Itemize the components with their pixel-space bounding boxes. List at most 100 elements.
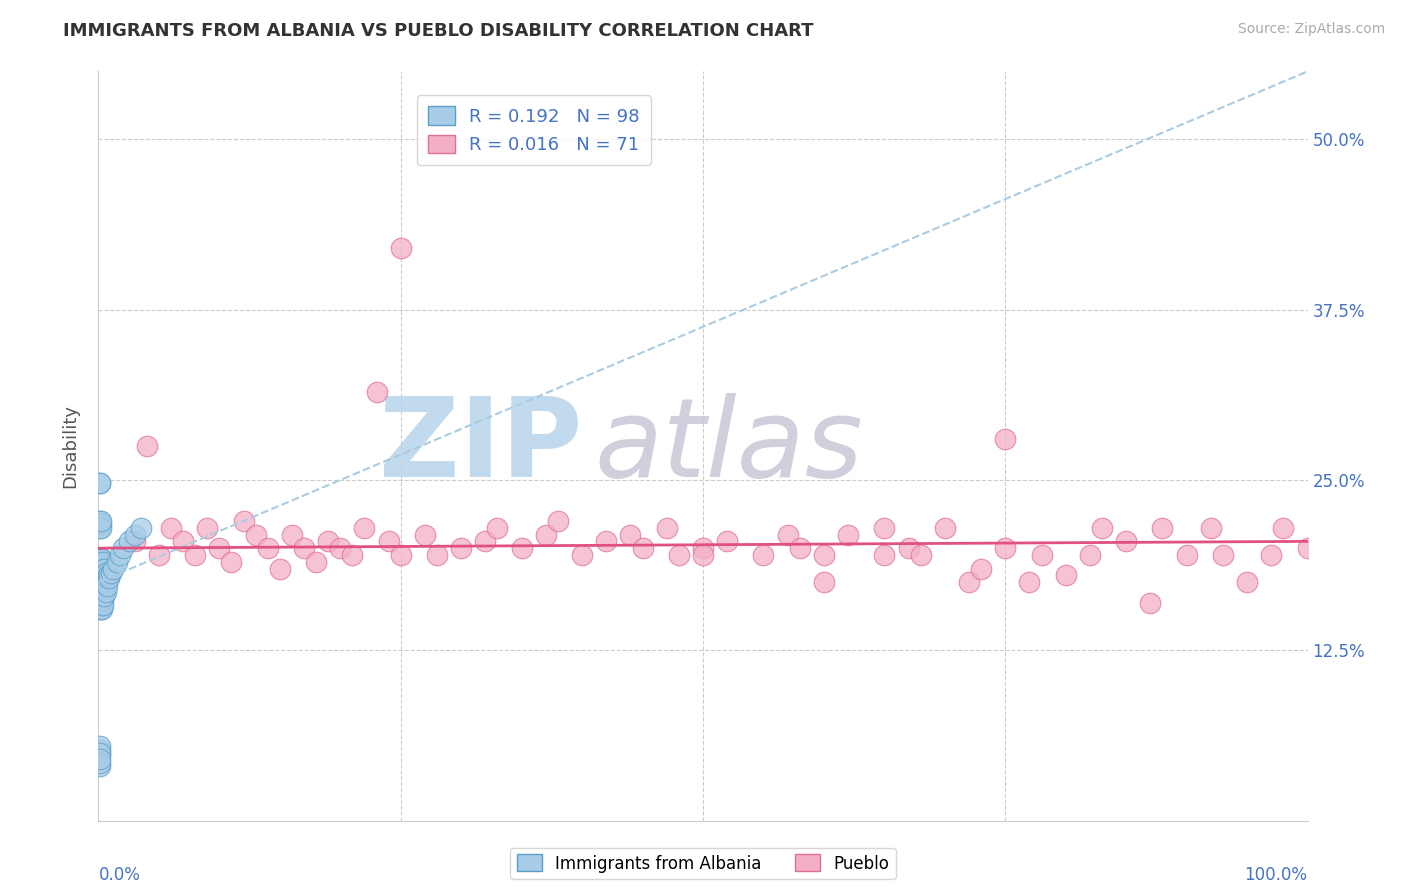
Text: 100.0%: 100.0% xyxy=(1244,865,1308,884)
Point xyxy=(89,514,111,528)
Point xyxy=(897,541,920,556)
Text: Source: ZipAtlas.com: Source: ZipAtlas.com xyxy=(1237,22,1385,37)
Point xyxy=(89,584,111,599)
Point xyxy=(90,596,112,610)
Point xyxy=(957,575,980,590)
Point xyxy=(91,568,114,582)
Point xyxy=(91,599,114,613)
Point xyxy=(1199,521,1222,535)
Point xyxy=(89,571,111,585)
Point xyxy=(269,561,291,575)
Point xyxy=(89,599,111,613)
Point xyxy=(90,599,112,613)
Point xyxy=(90,575,112,590)
Point xyxy=(90,568,112,582)
Point xyxy=(692,541,714,556)
Point xyxy=(89,746,111,760)
Point xyxy=(90,563,112,577)
Point xyxy=(1031,548,1053,562)
Point xyxy=(1212,548,1234,562)
Point xyxy=(91,593,114,607)
Point xyxy=(97,568,120,582)
Point xyxy=(534,527,557,541)
Point xyxy=(89,576,111,591)
Point xyxy=(90,583,112,598)
Point xyxy=(160,521,183,535)
Point xyxy=(90,514,112,528)
Point xyxy=(94,566,117,580)
Point xyxy=(329,541,352,556)
Point xyxy=(90,589,112,603)
Point xyxy=(377,534,399,549)
Point xyxy=(195,521,218,535)
Point xyxy=(595,534,617,549)
Point xyxy=(93,561,115,575)
Point xyxy=(108,548,131,562)
Point xyxy=(89,591,111,606)
Point xyxy=(89,555,111,569)
Text: ZIP: ZIP xyxy=(378,392,582,500)
Point xyxy=(89,575,111,590)
Point xyxy=(91,579,114,593)
Point xyxy=(716,534,738,549)
Text: atlas: atlas xyxy=(595,392,863,500)
Point xyxy=(105,555,128,569)
Point xyxy=(91,593,114,607)
Point xyxy=(89,521,111,535)
Point xyxy=(89,739,111,753)
Point xyxy=(873,548,896,562)
Point xyxy=(305,555,328,569)
Point xyxy=(91,571,114,585)
Point xyxy=(910,548,932,562)
Point xyxy=(94,584,117,599)
Point xyxy=(91,561,114,575)
Point xyxy=(91,589,114,603)
Point xyxy=(100,566,122,580)
Point xyxy=(94,575,117,590)
Point xyxy=(90,516,112,531)
Point xyxy=(96,571,118,585)
Point xyxy=(89,552,111,566)
Point xyxy=(91,599,114,613)
Text: IMMIGRANTS FROM ALBANIA VS PUEBLO DISABILITY CORRELATION CHART: IMMIGRANTS FROM ALBANIA VS PUEBLO DISABI… xyxy=(63,22,814,40)
Point xyxy=(89,589,111,603)
Point xyxy=(93,589,115,603)
Point xyxy=(1115,534,1137,549)
Point xyxy=(91,561,114,575)
Point xyxy=(413,527,436,541)
Point xyxy=(510,541,533,556)
Point xyxy=(91,579,114,593)
Point xyxy=(752,548,775,562)
Point xyxy=(232,514,254,528)
Point xyxy=(90,593,112,607)
Point xyxy=(90,566,112,580)
Point xyxy=(89,756,111,771)
Point xyxy=(91,602,114,616)
Point xyxy=(1054,568,1077,582)
Point xyxy=(208,541,231,556)
Point xyxy=(474,534,496,549)
Point xyxy=(90,561,112,575)
Point xyxy=(1175,548,1198,562)
Point xyxy=(316,534,339,549)
Point xyxy=(789,541,811,556)
Point xyxy=(89,558,111,572)
Point xyxy=(89,752,111,766)
Point xyxy=(450,541,472,556)
Point xyxy=(96,579,118,593)
Point xyxy=(90,521,112,535)
Point xyxy=(256,541,278,556)
Point xyxy=(89,566,111,580)
Point xyxy=(1272,521,1295,535)
Point xyxy=(93,568,115,582)
Point xyxy=(91,575,114,590)
Point xyxy=(655,521,678,535)
Point xyxy=(281,527,304,541)
Point xyxy=(90,550,112,565)
Point xyxy=(89,475,111,490)
Point xyxy=(90,602,112,616)
Point xyxy=(93,582,115,596)
Point xyxy=(90,584,112,599)
Point xyxy=(89,581,111,595)
Point xyxy=(1236,575,1258,590)
